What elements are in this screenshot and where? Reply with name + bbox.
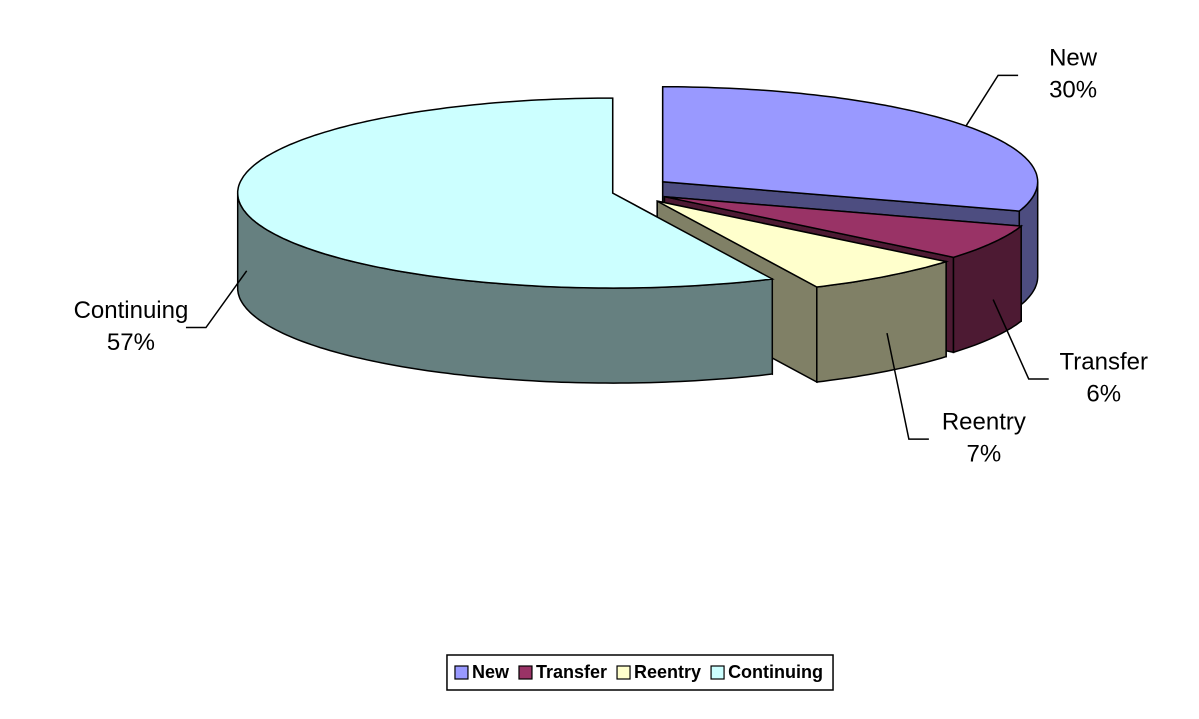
slice [664,195,1024,259]
slice-label: Transfer [1059,348,1147,375]
slice-value-label: 57% [107,329,155,356]
slice-value-label: 30% [1049,77,1097,104]
slice-label: Continuing [74,297,189,324]
legend-label: Continuing [728,662,823,682]
legend: New Transfer Reentry Continuing [446,654,834,691]
slice [661,86,1039,212]
slice-label: Reentry [942,408,1026,435]
leader-line [886,332,929,440]
legend-label: New [472,662,510,682]
leader-line [965,74,1019,127]
legend-label: Transfer [536,662,607,682]
legend-swatch [710,665,725,680]
legend-swatch [518,665,533,680]
slice-value-label: 6% [1086,380,1121,407]
slice [236,97,775,289]
legend-box [446,654,834,691]
leader-line [992,299,1049,380]
legend-swatch [454,665,469,680]
slice-label: New [1049,45,1098,72]
slice-value-label: 7% [967,440,1002,467]
legend-label: Reentry [634,662,701,682]
slice [656,200,950,288]
leader-line [185,270,248,329]
legend-swatch [616,665,631,680]
